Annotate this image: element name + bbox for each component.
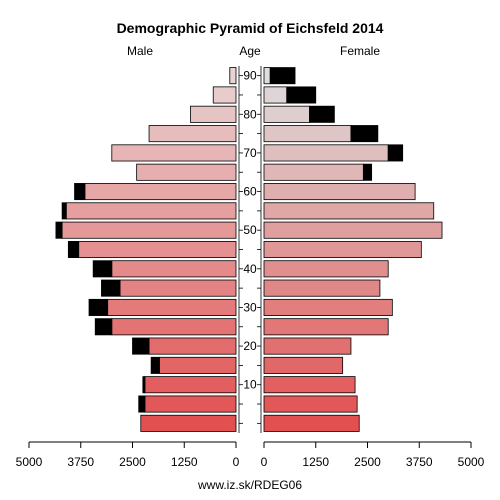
male-bar-50-54: [61, 221, 237, 239]
age-tick-label: 30: [243, 300, 257, 314]
female-x-tick-label: 3750: [406, 455, 433, 469]
female-bar-45-49: [263, 240, 422, 259]
male-excess-60-64: [74, 183, 86, 201]
male-bar-30-34: [107, 298, 237, 316]
male-excess-15-19: [150, 356, 160, 374]
age-tick-label: 60: [243, 185, 257, 199]
female-bar-15-19: [263, 356, 344, 374]
male-bar-55-59: [65, 202, 237, 220]
female-excess-80-84: [309, 105, 335, 123]
age-tick-label: 10: [243, 378, 257, 392]
male-x-tick-label: 1250: [171, 455, 198, 469]
male-excess-20-24: [132, 337, 150, 355]
female-bar-0-4: [263, 414, 360, 432]
female-bar-50-54: [263, 221, 443, 239]
male-excess-30-34: [88, 298, 109, 316]
male-excess-50-54: [55, 221, 63, 239]
female-bar-80-84: [263, 105, 310, 123]
female-bar-20-24: [263, 337, 352, 355]
female-bar-90+: [263, 67, 271, 85]
male-bar-70-74: [111, 144, 237, 162]
male-bar-80-84: [190, 105, 237, 123]
male-bar-75-79: [148, 125, 237, 143]
male-excess-35-39: [101, 279, 121, 297]
male-excess-10-14: [142, 376, 146, 394]
male-bar-0-4: [140, 414, 237, 432]
age-tick-label: 50: [243, 223, 257, 237]
age-tick-label: 20: [243, 339, 257, 353]
female-bar-85-89: [263, 86, 288, 104]
female-excess-85-89: [286, 86, 317, 104]
male-excess-45-49: [67, 240, 80, 259]
female-bar-30-34: [263, 298, 393, 316]
female-x-tick-label: 5000: [458, 455, 485, 469]
age-tick-label: 90: [243, 69, 257, 83]
female-x-tick-label: 1250: [302, 455, 329, 469]
female-label: Female: [340, 44, 380, 58]
male-bar-40-44: [111, 260, 237, 278]
axes-group: 10 20 30 40 50 60 70 80 90 5000 0 3750 1250 2500 2500 1…: [16, 66, 485, 469]
female-x-tick-label: 2500: [354, 455, 381, 469]
male-bar-35-39: [119, 279, 237, 297]
male-bar-20-24: [148, 337, 237, 355]
male-bar-60-64: [84, 183, 237, 201]
male-bar-5-9: [144, 395, 237, 413]
female-bar-25-29: [263, 318, 389, 336]
female-bar-55-59: [263, 202, 435, 220]
female-bar-60-64: [263, 183, 416, 201]
male-bar-65-69: [136, 163, 237, 181]
male-excess-25-29: [94, 318, 113, 336]
male-excess-5-9: [138, 395, 146, 413]
female-x-tick-label: 0: [261, 455, 268, 469]
male-bar-25-29: [111, 318, 237, 336]
female-bar-65-69: [263, 163, 364, 181]
male-bar-10-14: [144, 376, 237, 394]
female-excess-65-69: [362, 163, 373, 181]
male-x-tick-label: 0: [233, 455, 240, 469]
male-x-tick-label: 5000: [16, 455, 43, 469]
male-x-tick-label: 3750: [67, 455, 94, 469]
male-label: Male: [127, 44, 153, 58]
male-bar-45-49: [78, 240, 237, 259]
age-tick-label: 40: [243, 262, 257, 276]
male-bar-90+: [229, 67, 237, 85]
female-excess-70-74: [387, 144, 404, 162]
male-excess-40-44: [92, 260, 113, 278]
age-tick-label: 80: [243, 107, 257, 121]
male-bar-85-89: [212, 86, 237, 104]
female-bar-70-74: [263, 144, 389, 162]
male-x-tick-label: 2500: [119, 455, 146, 469]
female-bar-10-14: [263, 376, 356, 394]
female-excess-90+: [269, 67, 296, 85]
age-tick-label: 70: [243, 146, 257, 160]
female-bar-5-9: [263, 395, 358, 413]
male-bar-15-19: [159, 356, 237, 374]
age-label: Age: [239, 44, 261, 58]
male-excess-55-59: [61, 202, 67, 220]
bars-group: [55, 67, 443, 432]
footer-url: www.iz.sk/RDEG06: [197, 478, 302, 492]
female-bar-35-39: [263, 279, 381, 297]
female-excess-75-79: [350, 125, 379, 143]
female-bar-75-79: [263, 125, 352, 143]
chart-title: Demographic Pyramid of Eichsfeld 2014: [117, 20, 384, 36]
female-bar-40-44: [263, 260, 389, 278]
